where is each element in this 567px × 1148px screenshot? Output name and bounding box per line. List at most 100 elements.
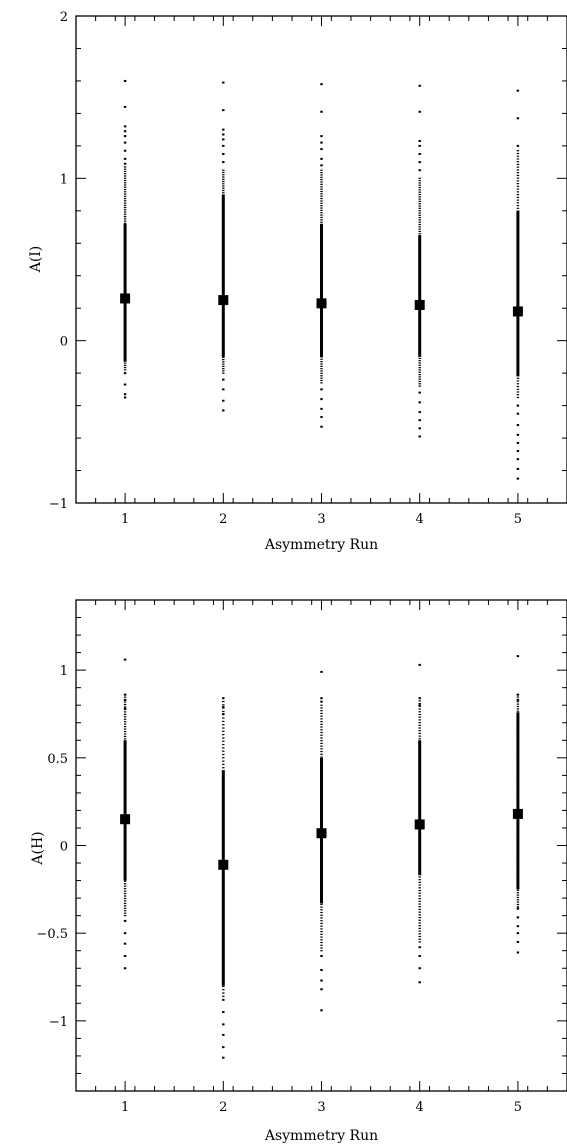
measurement-point <box>320 219 323 221</box>
measurement-point <box>418 922 421 924</box>
measurement-point <box>418 360 421 362</box>
measurement-point <box>123 907 127 909</box>
measurement-point <box>516 889 520 891</box>
measurement-point <box>222 171 225 174</box>
measurement-point <box>320 903 323 905</box>
measurement-point <box>516 394 520 396</box>
measurement-point <box>320 183 323 185</box>
outlier-point <box>418 144 421 147</box>
measurement-point <box>418 186 421 189</box>
measurement-point <box>320 365 323 367</box>
measurement-point <box>418 198 421 200</box>
measurement-point <box>222 992 225 994</box>
measurement-point <box>320 202 323 204</box>
measurement-point <box>418 730 421 732</box>
measurement-point <box>222 183 225 185</box>
measurement-point <box>123 738 127 740</box>
outlier-point <box>320 388 323 391</box>
measurement-point <box>418 364 421 366</box>
outlier-point <box>320 697 323 700</box>
measurement-point <box>320 361 323 363</box>
measurement-point <box>418 941 421 943</box>
measurement-point <box>418 367 421 369</box>
measurement-point <box>418 930 421 932</box>
outlier-point <box>123 967 127 970</box>
outlier-point <box>123 149 127 152</box>
measurement-point <box>123 895 127 897</box>
outlier-point <box>418 139 421 142</box>
measurement-point <box>320 375 323 377</box>
mean-marker-run-3 <box>316 298 327 309</box>
measurement-point <box>123 900 127 902</box>
measurement-point <box>418 180 421 182</box>
measurement-point <box>418 385 421 387</box>
measurement-point <box>123 885 127 887</box>
measurement-point <box>123 890 127 892</box>
outlier-point <box>222 705 225 708</box>
measurement-point <box>516 204 520 207</box>
measurement-point <box>320 911 323 914</box>
measurement-point <box>123 215 127 218</box>
measurement-point <box>418 371 421 373</box>
measurement-point <box>516 396 520 399</box>
measurement-point <box>320 718 323 720</box>
measurement-point <box>123 723 127 725</box>
outlier-point <box>516 450 520 453</box>
measurement-point <box>123 364 127 366</box>
outlier-point <box>516 916 520 919</box>
measurement-point <box>516 191 520 193</box>
measurement-point <box>320 939 323 941</box>
outlier-point <box>222 138 225 141</box>
measurement-point <box>418 210 421 212</box>
measurement-point <box>320 358 323 360</box>
outlier-point <box>222 161 225 164</box>
measurement-point <box>320 715 323 717</box>
measurement-point <box>320 936 323 938</box>
measurement-point <box>123 362 127 364</box>
measurement-point <box>516 185 520 187</box>
outlier-point <box>123 942 127 945</box>
measurement-point <box>418 919 421 921</box>
mean-marker-run-4 <box>414 819 425 830</box>
measurement-point <box>222 187 225 189</box>
outlier-point <box>123 707 127 710</box>
outlier-point <box>418 411 421 414</box>
measurement-point <box>320 726 323 728</box>
measurement-point <box>320 188 323 190</box>
x-tick-label: 4 <box>416 512 424 527</box>
measurement-point <box>418 193 421 196</box>
measurement-point <box>320 748 323 750</box>
measurement-point <box>320 205 323 207</box>
measurement-point <box>418 711 421 713</box>
x-axis-label: Asymmetry Run <box>264 537 378 553</box>
measurement-point <box>418 223 421 226</box>
measurement-point <box>516 703 520 705</box>
measurement-point <box>123 175 127 177</box>
measurement-point <box>123 726 127 728</box>
outlier-point <box>418 435 421 438</box>
measurement-point <box>320 933 323 935</box>
outlier-point <box>516 441 520 444</box>
measurement-point <box>516 696 520 698</box>
mean-marker-run-1 <box>120 814 131 825</box>
measurement-point <box>123 883 127 885</box>
measurement-point <box>418 738 421 740</box>
measurement-point <box>418 205 421 207</box>
measurement-point <box>222 704 225 706</box>
x-tick-label: 1 <box>121 512 129 527</box>
outlier-point <box>123 658 127 661</box>
outlier-point <box>222 144 225 147</box>
measurement-point <box>222 753 225 756</box>
measurement-point <box>123 728 127 730</box>
measurement-point <box>222 985 225 987</box>
outlier-point <box>222 378 225 381</box>
x-tick-label: 5 <box>514 512 522 527</box>
measurement-point <box>123 718 127 720</box>
measurement-point <box>418 889 421 892</box>
measurement-point <box>516 710 520 712</box>
measurement-point <box>222 767 225 769</box>
measurement-point <box>320 169 323 171</box>
measurement-point <box>222 176 225 178</box>
measurement-point <box>418 900 421 902</box>
measurement-point <box>418 376 421 378</box>
